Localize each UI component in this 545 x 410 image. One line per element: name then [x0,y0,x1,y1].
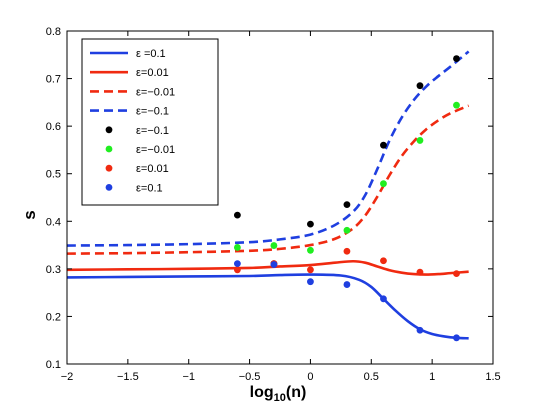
x-tick-label: 0 [307,371,313,383]
data-point-series-7 [307,266,314,274]
data-point-series-8 [380,295,387,303]
legend-label-6: ε=−0.01 [136,144,175,156]
x-tick-label: 1 [429,371,435,383]
y-tick-label: 0.8 [46,26,61,38]
legend-swatch-5 [105,126,113,134]
x-tick-label: 1.5 [485,371,500,383]
data-point-series-7 [380,257,387,265]
legend-label-4: ε=−0.1 [136,106,169,118]
data-point-series-8 [270,261,278,268]
legend: ε =0.1 ε=0.01 ε=−0.01 ε=−0.1 ε=−0.1 ε=−0.01 ε=… [81,38,219,206]
data-point-series-6 [416,137,424,144]
x-tick-label: −1 [182,371,195,383]
data-point-series-5 [234,211,241,219]
data-point-series-7 [343,247,351,255]
data-point-series-7 [453,270,460,278]
data-point-series-5 [416,82,424,90]
data-point-series-6 [234,244,241,251]
series-line-4 [67,50,470,247]
legend-label-7: ε=0.01 [136,163,169,175]
legend-label-1: ε =0.1 [136,48,166,60]
x-tick-label: −0.5 [239,371,261,383]
y-tick-label: 0.2 [46,311,61,323]
data-point-series-7 [234,266,241,274]
x-tick-label: −2 [61,371,74,383]
plot-frame [66,30,494,365]
y-tick-label: 0.6 [46,121,61,133]
y-tick-label: 0.4 [46,216,61,228]
x-tick-label: −1.5 [117,371,139,383]
series-line-1 [67,273,469,340]
legend-swatch-6 [105,145,113,153]
legend-swatch-7 [105,164,113,172]
y-tick-label: 0.3 [46,264,61,276]
legend-label-5: ε=−0.1 [136,125,169,137]
data-point-series-5 [343,201,351,209]
legend-box [81,38,219,206]
y-tick-label: 0.7 [46,74,61,86]
legend-label-2: ε=0.01 [136,67,169,79]
data-point-series-8 [453,334,460,342]
data-point-series-5 [453,55,460,62]
data-point-series-5 [307,220,314,228]
series-line-2 [67,259,469,276]
axis-ticks: −2 −1.5 −1 −0.5 0 0.5 1 1.5 0.1 0.2 0.3 0.4 0.5 0.6 0.… [46,26,501,383]
y-tick-label: 0.5 [46,169,61,181]
data-point-series-6 [270,242,278,249]
data-point-series-8 [234,260,241,268]
data-point-series-8 [343,281,351,288]
plot-area [66,30,494,365]
data-point-series-6 [380,180,387,188]
legend-swatch-8 [105,184,113,191]
legend-label-8: ε=0.1 [136,182,163,194]
data-point-series-6 [453,101,460,109]
data-point-series-7 [416,268,424,276]
y-tick-label: 0.1 [46,359,61,371]
y-axis-label: s [20,210,39,219]
x-axis-label: log10(n) [250,384,307,404]
data-point-series-5 [380,141,387,149]
data-point-series-6 [307,246,314,254]
data-point-series-8 [307,278,314,286]
data-point-series-6 [343,226,351,234]
x-tick-label: 0.5 [364,371,379,383]
legend-label-3: ε=−0.01 [136,86,175,98]
data-point-series-8 [416,326,424,334]
